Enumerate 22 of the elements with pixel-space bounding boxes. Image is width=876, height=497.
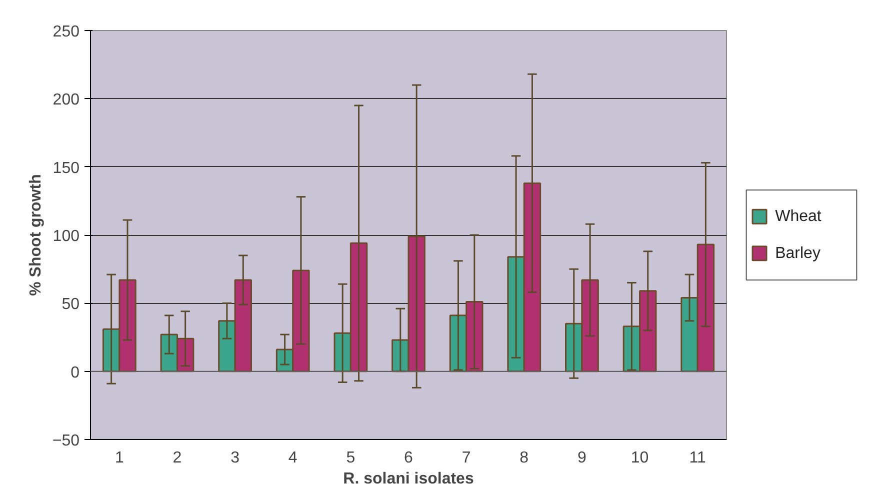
y-tick-label: 150 [52,160,80,177]
legend-label: Barley [775,244,820,262]
y-tick-label: 100 [52,228,80,245]
y-tick-label: 200 [52,92,80,109]
x-tick-label: 2 [172,450,182,466]
legend-label: Wheat [775,208,822,226]
x-axis-title: R. solani isolates [343,470,474,488]
y-tick-label: 250 [52,24,80,40]
x-tick-label: 6 [404,450,414,466]
x-tick-label: 11 [689,450,706,466]
x-tick-label: 9 [578,450,587,466]
x-tick-label: 3 [230,450,240,466]
x-tick-label: 8 [520,450,529,466]
y-tick-label: 0 [70,364,80,382]
y-tick-label: −50 [52,432,80,450]
y-axis-title: % Shoot growth [27,174,44,296]
x-tick-label: 10 [630,450,649,466]
x-tick-label: 4 [288,450,298,466]
x-tick-label: 5 [346,450,356,466]
x-tick-label: 1 [114,450,124,466]
y-tick-label: 50 [62,296,80,314]
x-tick-label: 7 [462,450,471,466]
